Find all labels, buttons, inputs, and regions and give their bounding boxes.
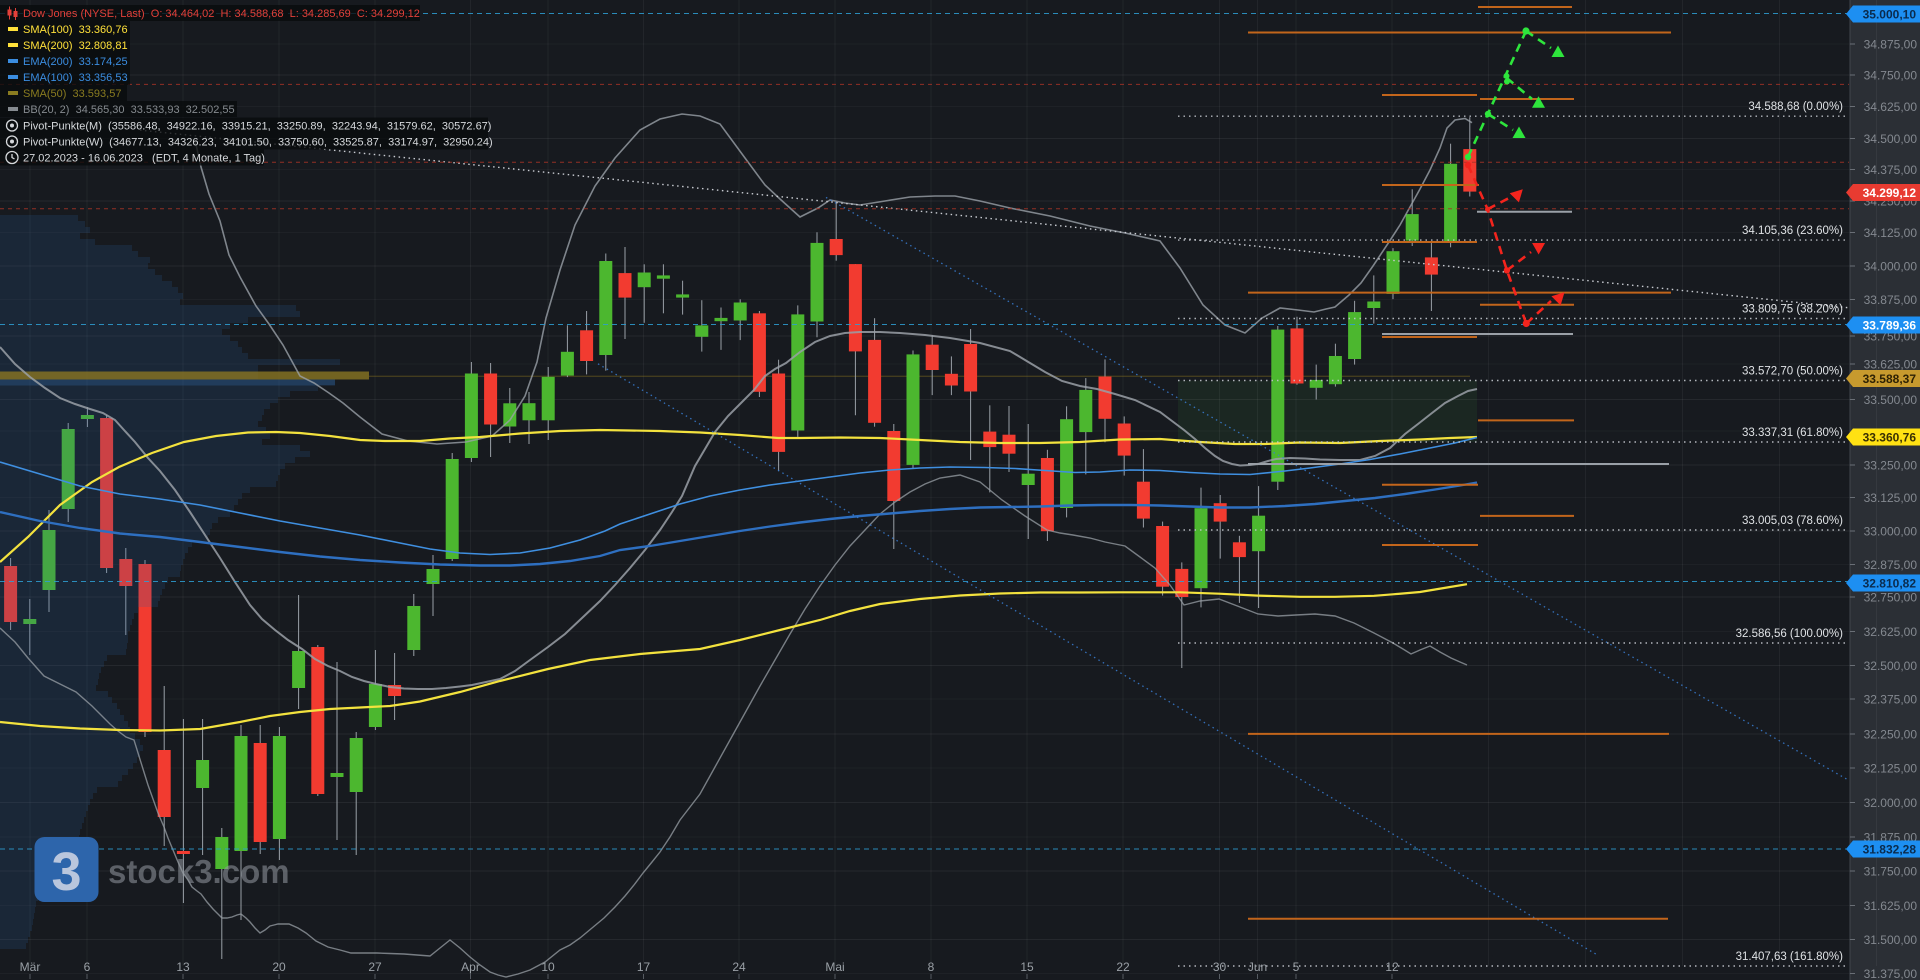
svg-text:stock3.com: stock3.com [108,853,290,890]
svg-text:Mai: Mai [825,960,844,974]
svg-text:33.500,00: 33.500,00 [1864,393,1918,407]
svg-text:33.125,00: 33.125,00 [1864,491,1918,505]
svg-text:31.750,00: 31.750,00 [1864,865,1918,879]
svg-text:20: 20 [272,960,286,974]
svg-text:17: 17 [637,960,651,974]
svg-text:EMA(100) 33.356,53: EMA(100) 33.356,53 [23,72,128,84]
svg-text:35.000,10: 35.000,10 [1863,8,1917,22]
svg-text:27.02.2023 - 16.06.2023 (EDT: 27.02.2023 - 16.06.2023 (EDT, 4 Monate, … [23,153,265,165]
svg-text:32.250,00: 32.250,00 [1864,728,1918,742]
svg-text:31.407,63 (161.80%): 31.407,63 (161.80%) [1736,951,1844,963]
svg-text:32.875,00: 32.875,00 [1864,558,1918,572]
svg-text:31.625,00: 31.625,00 [1864,899,1918,913]
svg-text:33.809,75 (38.20%): 33.809,75 (38.20%) [1742,304,1843,316]
svg-text:22: 22 [1116,960,1130,974]
svg-text:32.810,82: 32.810,82 [1863,577,1917,591]
svg-text:32.125,00: 32.125,00 [1864,762,1918,776]
svg-text:34.000,00: 34.000,00 [1864,260,1918,274]
svg-text:32.625,00: 32.625,00 [1864,625,1918,639]
svg-text:SMA(100) 33.360,76: SMA(100) 33.360,76 [23,24,128,36]
svg-text:13: 13 [176,960,190,974]
svg-text:33.789,36: 33.789,36 [1863,319,1917,333]
svg-text:SMA(200) 32.808,81: SMA(200) 32.808,81 [23,40,128,52]
svg-text:12: 12 [1385,960,1399,974]
svg-text:32.750,00: 32.750,00 [1864,591,1918,605]
svg-text:32.375,00: 32.375,00 [1864,693,1918,707]
svg-text:34.875,00: 34.875,00 [1864,38,1918,52]
svg-text:15: 15 [1020,960,1034,974]
svg-text:33.588,37: 33.588,37 [1863,372,1917,386]
svg-text:Mär: Mär [20,960,41,974]
svg-text:33.360,76: 33.360,76 [1863,431,1917,445]
svg-text:BB(20, 2) 34.565,30 33.533,9: BB(20, 2) 34.565,30 33.533,93 32.502,55 [23,104,235,116]
svg-text:EMA(200) 33.174,25: EMA(200) 33.174,25 [23,56,128,68]
svg-text:32.000,00: 32.000,00 [1864,796,1918,810]
svg-text:32.586,56 (100.00%): 32.586,56 (100.00%) [1736,628,1844,640]
svg-text:34.299,12: 34.299,12 [1863,186,1917,200]
svg-text:34.625,00: 34.625,00 [1864,100,1918,114]
svg-text:33.337,31 (61.80%): 33.337,31 (61.80%) [1742,427,1843,439]
svg-text:34.500,00: 34.500,00 [1864,132,1918,146]
svg-text:33.625,00: 33.625,00 [1864,358,1918,372]
svg-text:34.588,68 (0.00%): 34.588,68 (0.00%) [1748,101,1843,113]
svg-text:Pivot-Punkte(M) (35586.48, 3: Pivot-Punkte(M) (35586.48, 34922.16, 339… [23,121,491,133]
svg-text:33.572,70 (50.00%): 33.572,70 (50.00%) [1742,366,1843,378]
svg-text:33.875,00: 33.875,00 [1864,293,1918,307]
svg-text:6: 6 [84,960,91,974]
svg-text:34.125,00: 34.125,00 [1864,226,1918,240]
svg-text:33.250,00: 33.250,00 [1864,459,1918,473]
svg-text:8: 8 [928,960,935,974]
svg-text:34.105,36 (23.60%): 34.105,36 (23.60%) [1742,225,1843,237]
svg-text:34.750,00: 34.750,00 [1864,69,1918,83]
svg-text:Dow Jones (NYSE, Last) O: 34.: Dow Jones (NYSE, Last) O: 34.464,02 H: 3… [23,8,420,20]
svg-text:Jun: Jun [1248,960,1267,974]
svg-text:Apr: Apr [461,960,480,974]
svg-text:10: 10 [541,960,555,974]
svg-text:5: 5 [1293,960,1300,974]
svg-text:31.500,00: 31.500,00 [1864,933,1918,947]
svg-text:32.500,00: 32.500,00 [1864,659,1918,673]
svg-text:31.375,00: 31.375,00 [1864,967,1918,980]
svg-text:30: 30 [1213,960,1227,974]
svg-text:Pivot-Punkte(W) (34677.13, 3: Pivot-Punkte(W) (34677.13, 34326.23, 341… [23,137,493,149]
svg-text:SMA(50) 33.593,57: SMA(50) 33.593,57 [23,88,121,100]
svg-text:3: 3 [51,842,81,902]
svg-text:34.375,00: 34.375,00 [1864,163,1918,177]
svg-text:33.005,03 (78.60%): 33.005,03 (78.60%) [1742,515,1843,527]
svg-text:27: 27 [368,960,382,974]
svg-text:33.000,00: 33.000,00 [1864,525,1918,539]
svg-text:24: 24 [732,960,746,974]
svg-text:31.832,28: 31.832,28 [1863,843,1917,857]
